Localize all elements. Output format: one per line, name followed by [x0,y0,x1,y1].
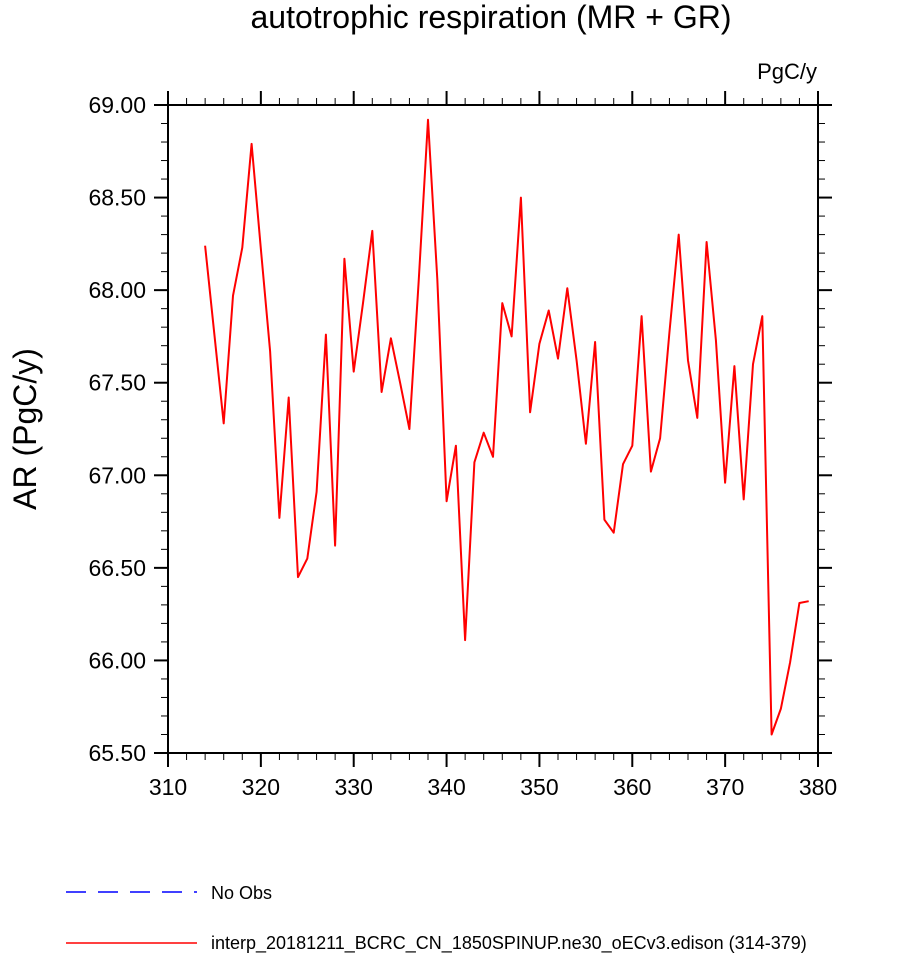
plot-frame [167,104,819,754]
y-tick-labels: 65.50 66.00 66.50 67.00 67.50 68.00 68.50 69.00 [88,92,146,766]
legend: No Obs interp_20181211_BCRC_CN_1850SPINU… [66,883,807,954]
x-tick-label: 360 [613,774,651,800]
y-tick-label: 65.50 [88,740,146,766]
y-axis-label: AR (PgC/y) [7,348,43,510]
y-tick-label: 66.00 [88,647,146,673]
x-tick-label: 340 [427,774,465,800]
y-tick-label: 69.00 [88,92,146,118]
x-tick-label: 320 [242,774,280,800]
units-label: PgC/y [757,59,817,84]
plot-area [204,118,809,736]
legend-label-no-obs: No Obs [211,883,272,903]
y-tick-label: 66.50 [88,555,146,581]
y-tick-label: 67.50 [88,370,146,396]
y-tick-label: 68.00 [88,277,146,303]
x-tick-labels: 310 320 330 340 350 360 370 380 [149,774,837,800]
series-line-0 [204,118,809,736]
chart-title: autotrophic respiration (MR + GR) [250,0,731,35]
x-tick-label: 370 [706,774,744,800]
y-tick-label: 67.00 [88,462,146,488]
axis-ticks [154,91,832,767]
legend-label-model: interp_20181211_BCRC_CN_1850SPINUP.ne30_… [211,933,807,954]
y-tick-label: 68.50 [88,185,146,211]
x-tick-label: 380 [799,774,837,800]
x-tick-label: 310 [149,774,187,800]
x-tick-label: 330 [335,774,373,800]
x-tick-label: 350 [520,774,558,800]
